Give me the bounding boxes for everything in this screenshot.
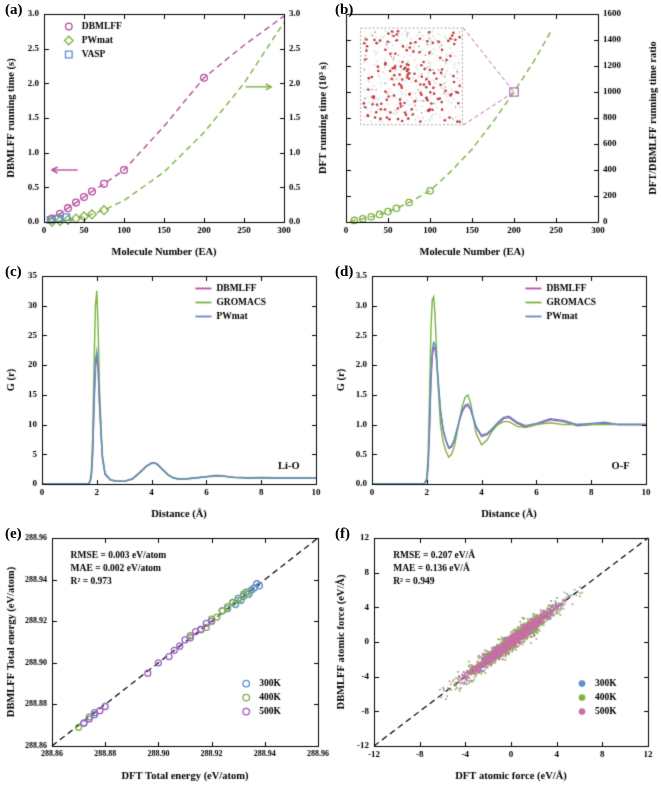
panel-b: (b) bbox=[330, 0, 661, 262]
panel-c: (c) bbox=[0, 262, 330, 524]
panel-a: (a) bbox=[0, 0, 330, 262]
panel-d: (d) bbox=[330, 262, 661, 524]
panel-f: (f) bbox=[330, 524, 661, 786]
panel-b-label: (b) bbox=[335, 2, 354, 18]
panel-e-label: (e) bbox=[5, 526, 22, 542]
panel-f-label: (f) bbox=[335, 526, 350, 542]
panel-d-chart-canvas bbox=[330, 262, 660, 524]
panel-a-chart-canvas bbox=[0, 0, 330, 262]
panel-e-chart-canvas bbox=[0, 524, 330, 786]
panel-a-label: (a) bbox=[5, 2, 23, 18]
panel-f-chart-canvas bbox=[330, 524, 660, 786]
panel-c-chart-canvas bbox=[0, 262, 330, 524]
panel-b-chart-canvas bbox=[330, 0, 660, 262]
panel-d-label: (d) bbox=[335, 264, 354, 280]
panel-e: (e) bbox=[0, 524, 330, 786]
panel-c-label: (c) bbox=[5, 264, 22, 280]
